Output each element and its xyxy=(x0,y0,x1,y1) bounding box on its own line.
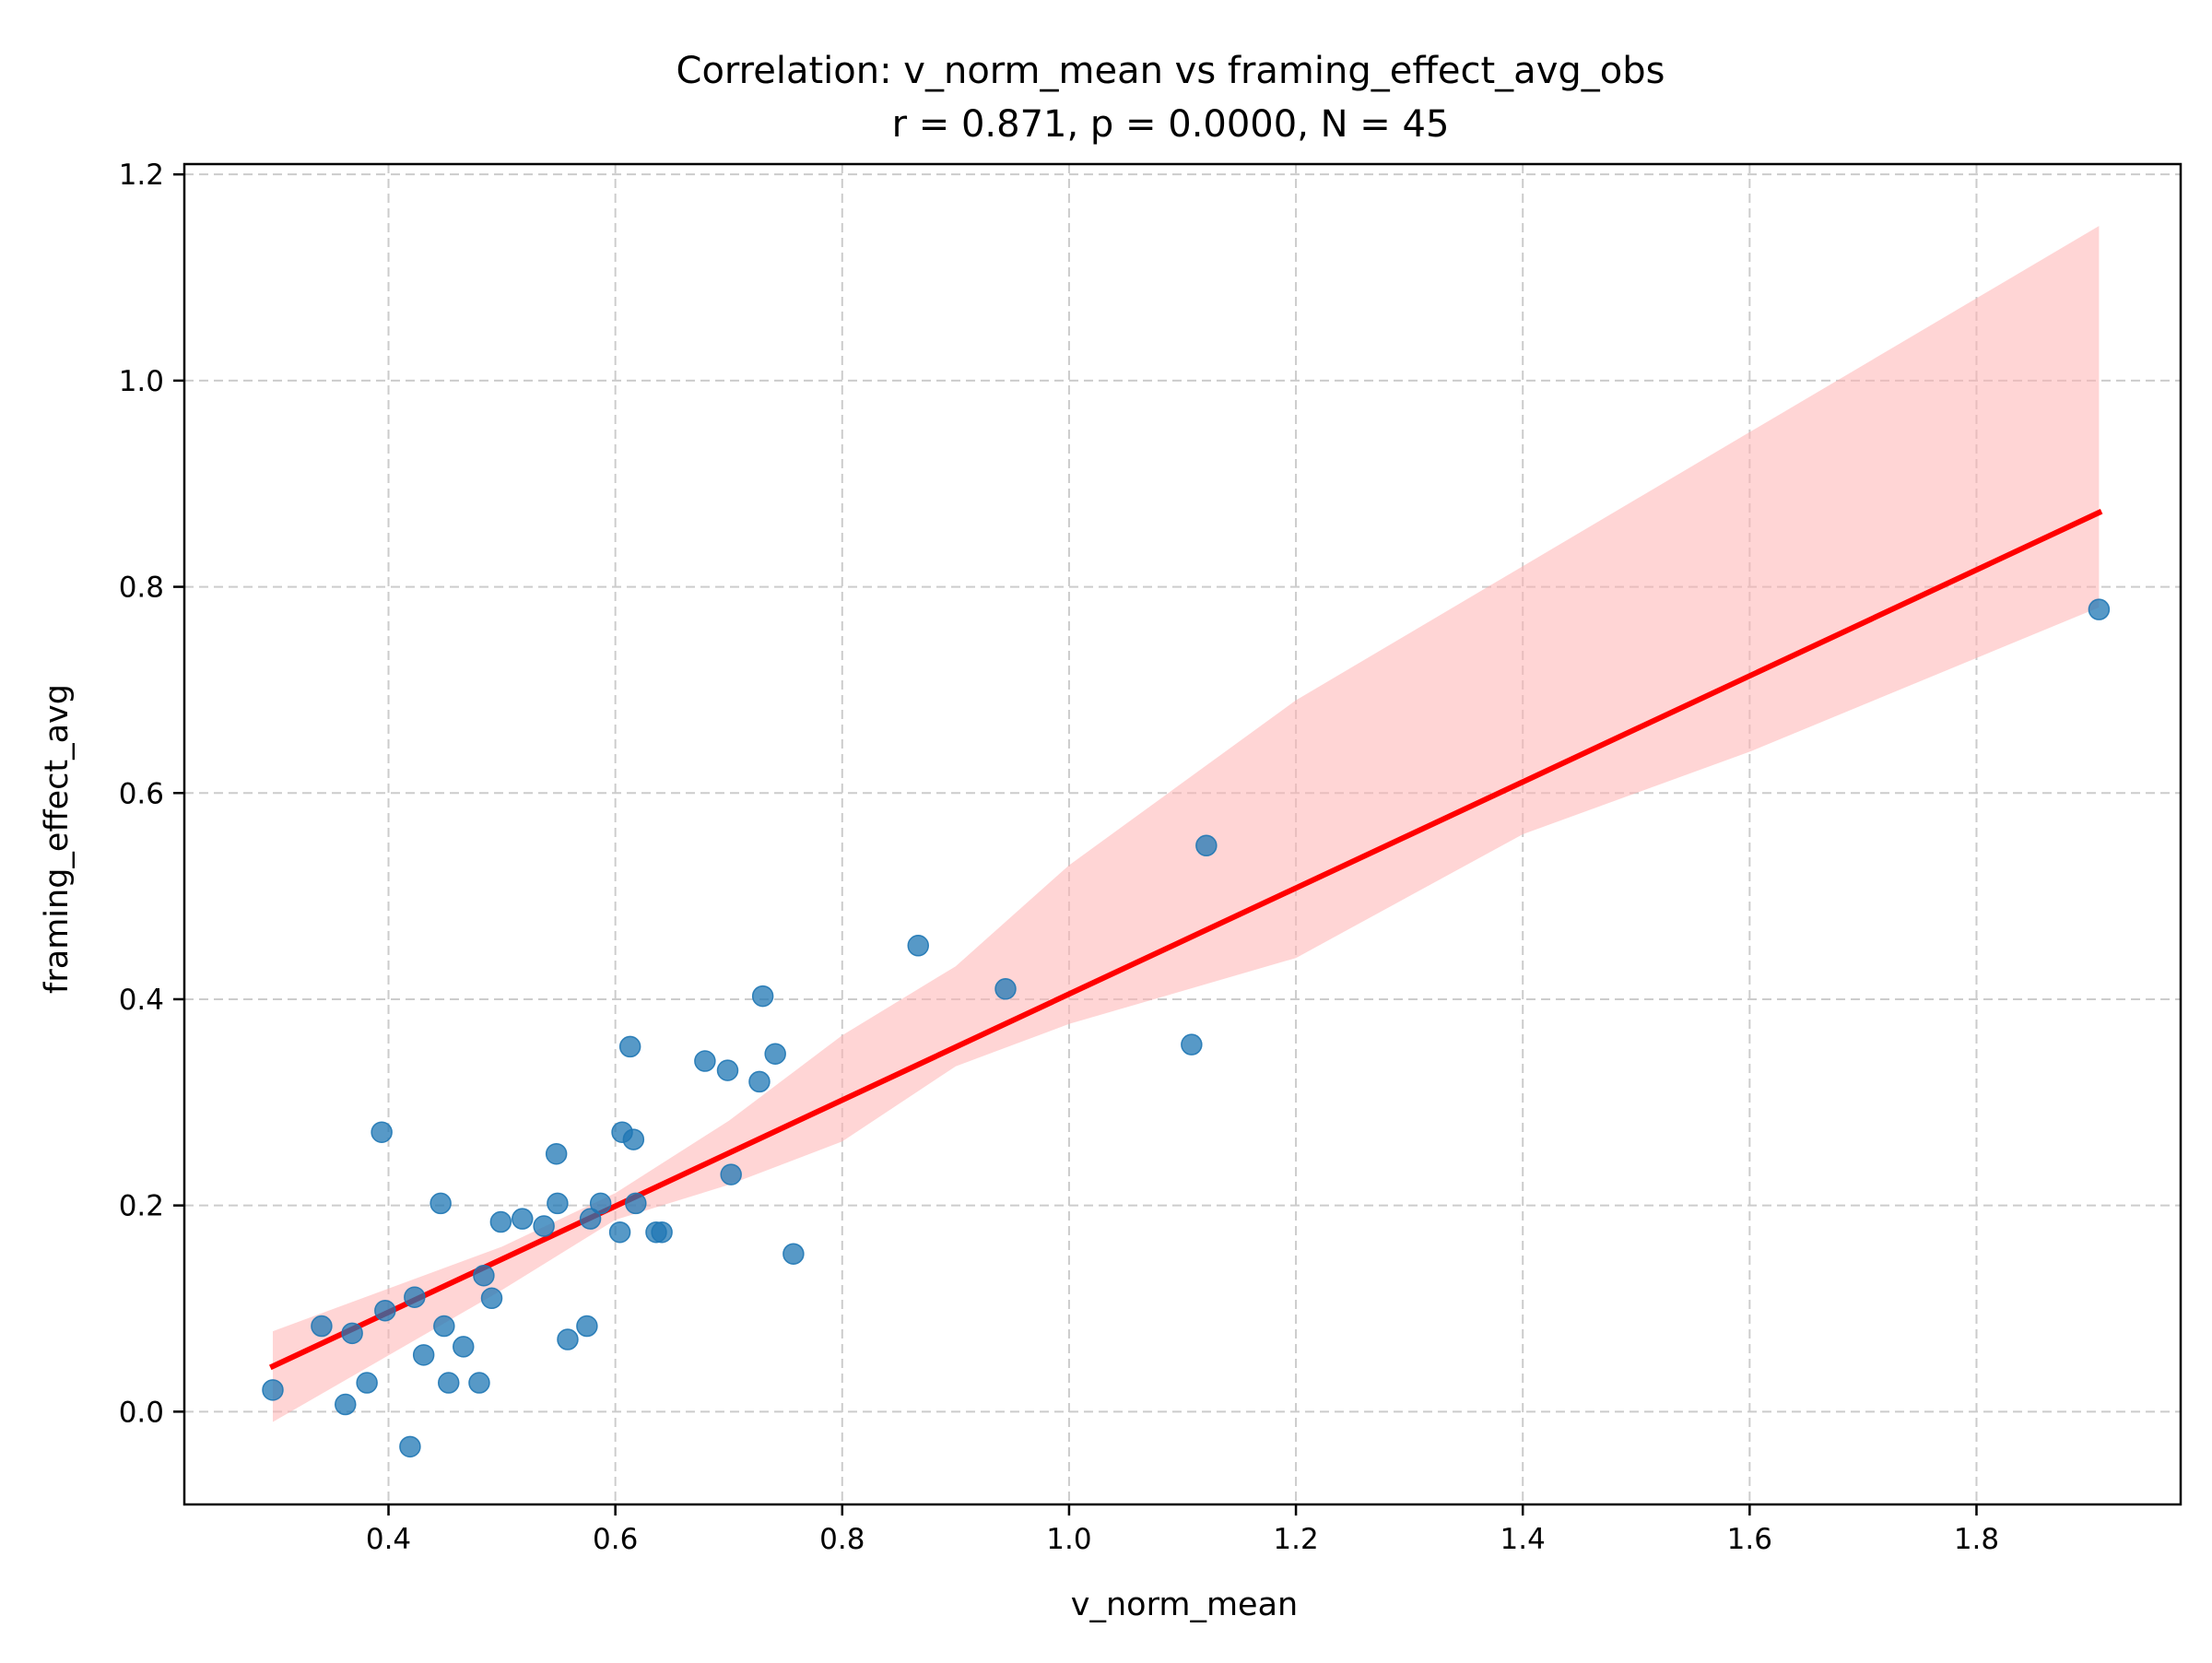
data-point-22 xyxy=(557,1328,579,1350)
data-point-26 xyxy=(608,1221,631,1244)
data-point-36 xyxy=(748,1070,771,1093)
data-point-29 xyxy=(622,1128,645,1150)
data-point-24 xyxy=(579,1208,602,1230)
data-point-3 xyxy=(341,1322,363,1345)
data-point-34 xyxy=(716,1059,739,1081)
data-point-0 xyxy=(262,1379,284,1401)
x-tick-label-2: 0.8 xyxy=(819,1523,865,1556)
data-point-4 xyxy=(356,1372,378,1394)
data-point-6 xyxy=(374,1299,396,1322)
data-point-40 xyxy=(907,935,930,957)
data-point-7 xyxy=(399,1435,421,1458)
data-point-11 xyxy=(433,1315,455,1338)
data-point-41 xyxy=(994,978,1017,1000)
regression-line-layer xyxy=(269,509,2103,1371)
data-point-20 xyxy=(545,1142,568,1165)
y-axis-ticks: 0.0 0.2 0.4 0.6 0.8 1.0 1.2 xyxy=(119,159,184,1429)
plot-frame xyxy=(182,162,2183,1506)
data-point-44 xyxy=(2088,598,2111,620)
data-point-37 xyxy=(751,985,774,1008)
data-point-1 xyxy=(311,1315,333,1338)
data-point-42 xyxy=(1181,1033,1203,1056)
y-tick-label-3: 0.6 xyxy=(119,777,164,810)
data-point-16 xyxy=(480,1287,503,1310)
data-point-9 xyxy=(412,1344,435,1366)
y-axis-label: framing_effect_avg xyxy=(39,684,76,994)
data-point-18 xyxy=(511,1208,534,1230)
data-point-32 xyxy=(651,1221,673,1244)
data-point-2 xyxy=(335,1393,357,1416)
confidence-band-layer xyxy=(273,226,2100,1422)
x-axis-ticks: 0.4 0.6 0.8 1.0 1.2 1.4 1.6 1.8 xyxy=(366,1504,1999,1556)
data-point-8 xyxy=(404,1286,426,1308)
data-point-21 xyxy=(547,1192,569,1215)
y-tick-label-2: 0.4 xyxy=(119,984,164,1017)
y-tick-label-0: 0.0 xyxy=(119,1396,164,1429)
y-tick-label-1: 0.2 xyxy=(119,1190,164,1223)
data-point-38 xyxy=(764,1043,786,1065)
axes xyxy=(182,162,2183,1506)
data-point-30 xyxy=(625,1192,647,1215)
data-point-14 xyxy=(468,1372,490,1394)
x-tick-label-5: 1.4 xyxy=(1500,1523,1546,1556)
data-point-12 xyxy=(437,1372,460,1394)
data-point-5 xyxy=(371,1121,393,1143)
data-point-25 xyxy=(589,1192,612,1215)
data-point-19 xyxy=(533,1215,555,1237)
x-tick-label-6: 1.6 xyxy=(1727,1523,1772,1556)
data-point-13 xyxy=(452,1336,475,1358)
x-tick-label-3: 1.0 xyxy=(1046,1523,1091,1556)
data-point-15 xyxy=(473,1264,495,1287)
x-tick-label-1: 0.6 xyxy=(593,1523,638,1556)
data-point-39 xyxy=(782,1243,805,1265)
y-tick-label-5: 1.0 xyxy=(119,365,164,398)
data-point-23 xyxy=(576,1315,598,1338)
data-point-17 xyxy=(489,1210,512,1233)
x-tick-label-4: 1.2 xyxy=(1273,1523,1318,1556)
x-tick-label-0: 0.4 xyxy=(366,1523,411,1556)
confidence-band xyxy=(273,226,2100,1422)
data-point-35 xyxy=(720,1163,742,1185)
data-point-28 xyxy=(618,1035,641,1058)
data-point-43 xyxy=(1195,834,1218,857)
x-axis-label: v_norm_mean xyxy=(1071,1586,1298,1623)
y-tick-label-4: 0.8 xyxy=(119,572,164,605)
chart-title: Correlation: v_norm_mean vs framing_effe… xyxy=(677,50,1665,92)
points-layer xyxy=(262,598,2111,1458)
data-point-10 xyxy=(429,1192,452,1215)
y-tick-label-6: 1.2 xyxy=(119,159,164,192)
chart-subtitle: r = 0.871, p = 0.0000, N = 45 xyxy=(892,103,1450,146)
x-tick-label-7: 1.8 xyxy=(1954,1523,1999,1556)
data-point-33 xyxy=(694,1050,716,1072)
regression-line xyxy=(269,509,2103,1371)
